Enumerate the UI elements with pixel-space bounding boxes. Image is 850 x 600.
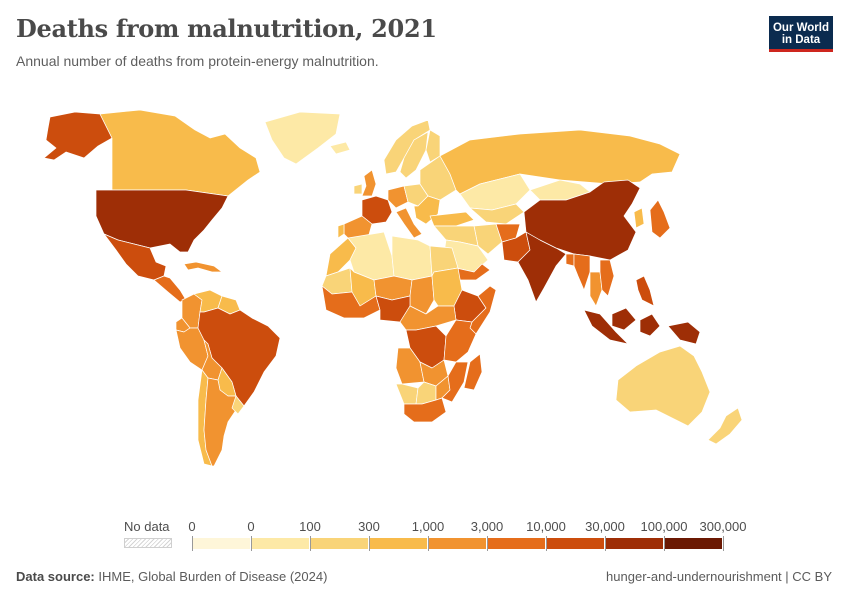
legend-label-3: 300: [358, 519, 380, 534]
region-mozambique[interactable]: [441, 361, 469, 403]
data-source-text: IHME, Global Burden of Disease (2024): [98, 569, 328, 584]
region-indonesia[interactable]: [583, 307, 661, 345]
region-east-africa[interactable]: [443, 319, 477, 363]
region-argentina[interactable]: [203, 377, 237, 467]
legend-bin-8[interactable]: [664, 538, 723, 549]
legend-bin-2[interactable]: [310, 538, 369, 549]
legend-tick-6: [546, 536, 547, 551]
region-canada[interactable]: [99, 109, 261, 197]
region-sweden[interactable]: [399, 131, 429, 179]
region-new-zealand[interactable]: [707, 407, 743, 445]
region-germany[interactable]: [387, 185, 409, 209]
legend-no-data-swatch: [124, 538, 172, 548]
region-madagascar[interactable]: [463, 353, 483, 391]
region-papua-new-guinea[interactable]: [667, 321, 701, 345]
legend-bin-5[interactable]: [487, 538, 546, 549]
region-japan[interactable]: [649, 199, 671, 239]
legend-bin-6[interactable]: [546, 538, 605, 549]
legend-label-6: 10,000: [526, 519, 566, 534]
legend-tick-0: [192, 536, 193, 551]
legend-no-data-label: No data: [124, 519, 170, 534]
region-vietnam[interactable]: [599, 259, 615, 297]
region-caribbean[interactable]: [183, 261, 223, 273]
legend-tick-3: [369, 536, 370, 551]
legend-label-0: 0: [188, 519, 196, 534]
legend-label-1: 0: [247, 519, 255, 534]
legend-bin-1[interactable]: [251, 538, 310, 549]
legend-label-8: 100,000: [640, 519, 688, 534]
region-libya[interactable]: [391, 235, 433, 281]
region-finland[interactable]: [425, 129, 441, 163]
region-niger[interactable]: [373, 275, 413, 301]
region-united-kingdom[interactable]: [361, 169, 377, 197]
region-mexico[interactable]: [103, 233, 167, 281]
region-namibia[interactable]: [395, 383, 419, 405]
region-myanmar[interactable]: [573, 253, 591, 291]
chart-title: Deaths from malnutrition, 2021: [16, 14, 437, 43]
region-norway[interactable]: [383, 119, 431, 175]
legend-tick-5: [487, 536, 488, 551]
legend-bin-4[interactable]: [428, 538, 487, 549]
region-thailand[interactable]: [589, 271, 603, 307]
region-afghanistan[interactable]: [495, 223, 521, 243]
legend-bin-3[interactable]: [369, 538, 428, 549]
legend-label-2: 100: [299, 519, 321, 534]
region-alaska[interactable]: [43, 111, 113, 161]
legend-tick-4: [428, 536, 429, 551]
region-uruguay[interactable]: [231, 395, 245, 415]
logo-line-1: Our World: [772, 22, 829, 34]
data-source: Data source: IHME, Global Burden of Dise…: [16, 569, 327, 584]
legend-tick-1: [251, 536, 252, 551]
legend-bin-7[interactable]: [605, 538, 664, 549]
footer-credit[interactable]: hunger-and-undernourishment | CC BY: [606, 569, 832, 584]
legend-label-9: 300,000: [699, 519, 747, 534]
world-map: [43, 109, 743, 467]
region-greenland[interactable]: [264, 111, 341, 165]
region-portugal[interactable]: [337, 223, 345, 239]
region-central-america[interactable]: [153, 275, 187, 303]
chart-subtitle: Annual number of deaths from protein-ene…: [16, 53, 379, 69]
legend-tick-9: [723, 536, 724, 551]
owid-logo[interactable]: Our World in Data: [769, 16, 833, 52]
legend-tick-7: [605, 536, 606, 551]
region-south-africa[interactable]: [403, 397, 447, 423]
region-australia[interactable]: [615, 345, 711, 427]
map-legend: No data 0 0 100 300 1,000 3,000 10,000 30,000 10…: [0, 516, 850, 556]
region-china[interactable]: [523, 179, 641, 261]
legend-tick-2: [310, 536, 311, 551]
logo-line-2: in Data: [781, 34, 821, 46]
region-bangladesh[interactable]: [565, 253, 575, 267]
region-ireland[interactable]: [353, 183, 363, 195]
region-italy[interactable]: [395, 207, 423, 239]
legend-bin-0[interactable]: [192, 538, 251, 549]
region-korea[interactable]: [633, 207, 645, 229]
legend-label-5: 3,000: [470, 519, 504, 534]
region-philippines[interactable]: [635, 275, 655, 307]
region-turkey[interactable]: [429, 211, 475, 227]
legend-label-7: 30,000: [585, 519, 625, 534]
data-source-label: Data source:: [16, 569, 95, 584]
region-iceland[interactable]: [329, 141, 351, 155]
region-russia[interactable]: [439, 129, 681, 195]
legend-label-4: 1,000: [411, 519, 445, 534]
legend-tick-8: [664, 536, 665, 551]
